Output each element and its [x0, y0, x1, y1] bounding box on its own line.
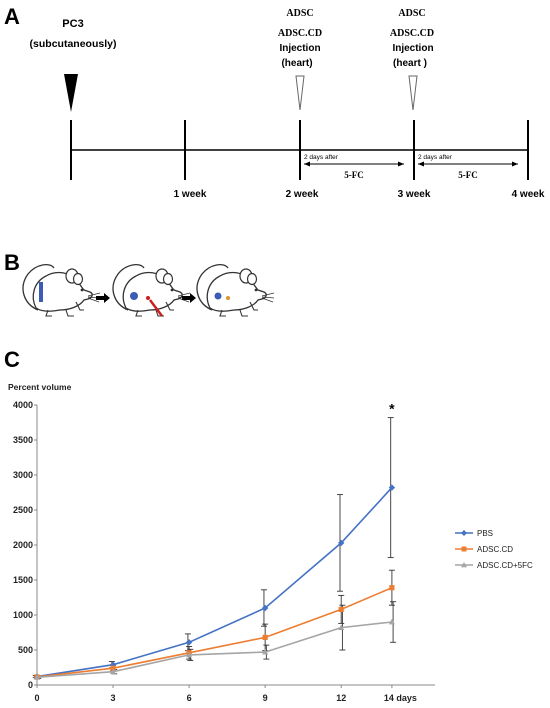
week-label-3: 3 week	[398, 189, 431, 200]
y-tick-label: 1500	[13, 575, 33, 585]
data-point	[186, 651, 193, 658]
data-point	[338, 606, 344, 612]
mouse-2-illustration	[112, 263, 191, 317]
injection-2-line-3: Injection	[392, 43, 433, 54]
mouse-illustrations	[22, 263, 275, 317]
arrowhead-right-icon	[398, 161, 404, 167]
y-tick-label: 4000	[13, 400, 33, 410]
x-tick-label: 6	[187, 693, 192, 703]
injection-2-line-1: ADSC	[398, 8, 425, 19]
data-point	[262, 648, 269, 655]
data-point	[109, 661, 117, 668]
data-point	[389, 585, 395, 591]
data-point	[388, 484, 396, 491]
x-tick-label: 0	[34, 693, 39, 703]
injection-1-line-4: (heart)	[281, 58, 312, 69]
x-tick-label: 12	[336, 693, 346, 703]
series-line-1	[36, 586, 393, 678]
tumor-marker-icon	[214, 292, 222, 300]
days-after-label-1: 2 days after	[304, 154, 339, 161]
pc3-arrow-icon	[64, 74, 78, 112]
panel-label-b: B	[4, 250, 20, 275]
data-point	[262, 634, 268, 640]
data-point	[338, 539, 345, 547]
significance-asterisk: *	[389, 401, 395, 417]
treatment-label-2: 5-FC	[458, 170, 478, 180]
stem-cell-marker-icon	[226, 296, 230, 300]
injection-site-icon	[146, 296, 150, 300]
arrowhead-left-icon	[304, 161, 310, 167]
y-tick-label: 2000	[13, 540, 33, 550]
week-label-1: 1 week	[174, 189, 207, 200]
data-point	[34, 674, 40, 680]
y-axis-title: Percent volume	[8, 382, 72, 392]
legend-marker	[461, 530, 467, 536]
data-point	[110, 668, 117, 675]
arrowhead-left-icon	[418, 161, 424, 167]
tumor-marker-icon	[39, 282, 43, 302]
x-tick-label: 14 days	[384, 693, 417, 703]
x-tick-label: 9	[263, 693, 268, 703]
arrow-right-icon	[96, 293, 110, 303]
injection-1-arrow-icon	[295, 75, 305, 111]
y-tick-label: 3000	[13, 470, 33, 480]
days-after-label-2: 2 days after	[418, 154, 453, 161]
mouse-1-illustration	[22, 263, 101, 317]
pc3-label: PC3	[62, 18, 83, 30]
legend-label-0: PBS	[477, 529, 493, 538]
week-label-2: 2 week	[286, 189, 319, 200]
panel-label-a: A	[4, 4, 20, 29]
series-line-0	[36, 487, 393, 678]
y-tick-label: 1000	[13, 610, 33, 620]
data-point	[261, 604, 269, 612]
data-point	[110, 665, 116, 671]
data-point	[338, 624, 345, 630]
injection-1-line-2: ADSC.CD	[278, 28, 322, 39]
injection-2-arrow-icon	[408, 75, 418, 111]
y-tick-label: 2500	[13, 505, 33, 515]
y-tick-label: 3500	[13, 435, 33, 445]
week-label-4: 4 week	[512, 189, 545, 200]
y-tick-label: 0	[28, 680, 33, 690]
legend-marker	[461, 562, 467, 568]
data-point	[185, 639, 193, 646]
treatment-label-1: 5-FC	[344, 170, 364, 180]
tumor-marker-icon	[130, 292, 138, 300]
growth-chart: 0 500 1000 1500 2000 2500 3000 3500 4000 0 3 6 9 12 14…	[13, 400, 533, 703]
pc3-sub-label: (subcutaneously)	[30, 38, 117, 50]
injection-1-line-3: Injection	[279, 43, 320, 54]
arrow-right-icon	[182, 293, 196, 303]
legend-label-1: ADSC.CD	[477, 545, 513, 554]
syringe-icon	[149, 299, 163, 317]
injection-1-line-1: ADSC	[286, 8, 313, 19]
data-point	[388, 618, 395, 625]
injection-2-line-2: ADSC.CD	[390, 28, 434, 39]
arrowhead-right-icon	[512, 161, 518, 167]
y-tick-label: 500	[18, 645, 33, 655]
legend-marker	[461, 546, 467, 552]
injection-2-line-4: (heart )	[393, 58, 427, 69]
series-line-2	[36, 621, 392, 679]
mouse-3-illustration	[196, 263, 275, 317]
panel-label-c: C	[4, 347, 20, 372]
legend-label-2: ADSC.CD+5FC	[477, 561, 533, 570]
timeline: PC3 (subcutaneously) 1 week 2 week 3 wee…	[30, 8, 545, 200]
x-tick-label: 3	[111, 693, 116, 703]
